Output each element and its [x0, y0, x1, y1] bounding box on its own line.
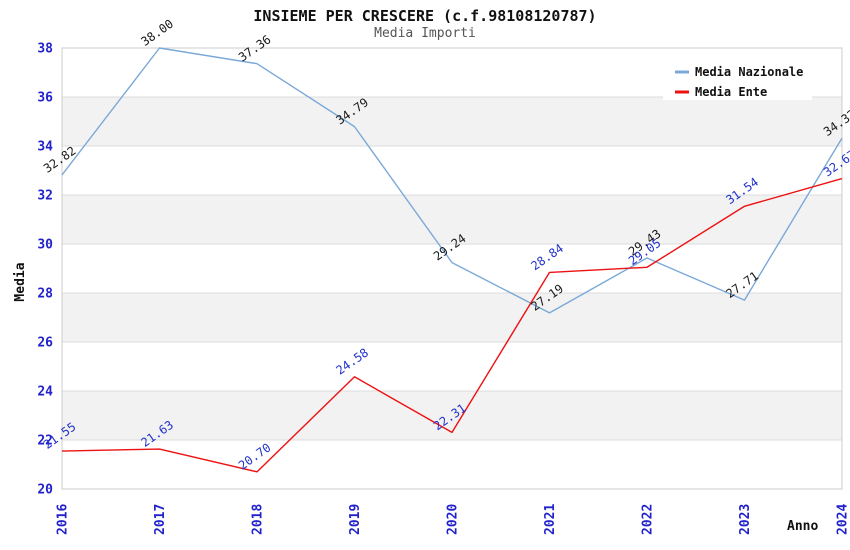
chart-title: INSIEME PER CRESCERE (c.f.98108120787): [253, 7, 597, 25]
chart-subtitle: Media Importi: [374, 26, 476, 41]
y-tick-label: 24: [37, 385, 53, 400]
y-tick-label: 20: [37, 483, 53, 498]
data-label: 28.84: [528, 241, 566, 273]
legend-label: Media Nazionale: [695, 65, 803, 79]
y-tick-label: 30: [37, 238, 53, 253]
data-label: 20.70: [236, 440, 274, 472]
data-label: 24.58: [333, 345, 371, 377]
x-tick-label: 2021: [543, 504, 558, 535]
y-tick-label: 34: [37, 140, 53, 155]
x-tick-label: 2018: [251, 504, 266, 535]
y-tick-label: 22: [37, 434, 53, 449]
series-line-media-ente: [61, 177, 843, 473]
y-tick-label: 26: [37, 336, 53, 351]
plot-band: [62, 293, 842, 342]
y-axis-title: Media: [13, 262, 28, 301]
y-tick-label: 38: [37, 42, 53, 57]
plot-band: [62, 97, 842, 146]
x-tick-label: 2016: [56, 504, 71, 535]
y-tick-label: 28: [37, 287, 53, 302]
x-tick-label: 2022: [641, 504, 656, 535]
x-tick-label: 2017: [153, 504, 168, 535]
plot-border: [61, 47, 843, 490]
x-tick-label: 2023: [738, 504, 753, 535]
series-line-media-nazionale: [61, 47, 843, 314]
x-tick-label: 2020: [446, 504, 461, 535]
y-tick-label: 36: [37, 91, 53, 106]
x-axis-title: Anno: [787, 519, 818, 534]
x-tick-label: 2019: [348, 504, 363, 535]
plot-band: [62, 195, 842, 244]
y-tick-label: 32: [37, 189, 53, 204]
data-label: 32.67: [821, 147, 850, 179]
legend-label: Media Ente: [695, 85, 767, 99]
x-tick-label: 2024: [836, 504, 850, 535]
